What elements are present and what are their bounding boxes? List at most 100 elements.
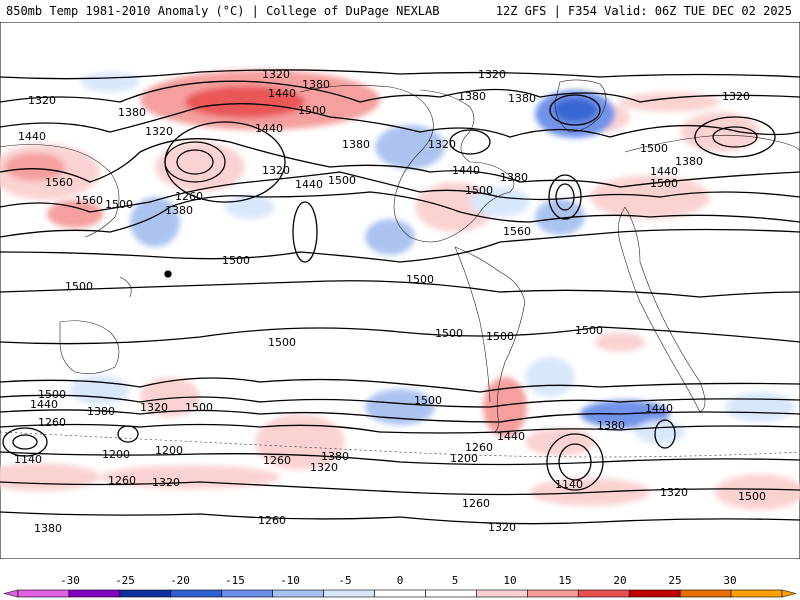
contour-label: 1440 xyxy=(497,430,525,443)
contour-label: 1500 xyxy=(65,280,93,293)
contour-label: 1320 xyxy=(152,476,180,489)
contour-label: 1320 xyxy=(488,521,516,534)
contour-label: 1320 xyxy=(428,138,456,151)
colorbar-swatch xyxy=(68,589,121,598)
contour-label: 1440 xyxy=(645,402,673,415)
colorbar-swatch xyxy=(170,589,223,598)
colorbar-swatch xyxy=(679,589,732,598)
contour-label: 1260 xyxy=(38,416,66,429)
colorbar-swatches xyxy=(3,589,797,598)
colorbar-swatch xyxy=(628,589,681,598)
colorbar-swatch xyxy=(272,589,324,598)
contour-label: 1200 xyxy=(155,444,183,457)
contour-label: 1500 xyxy=(435,327,463,340)
contour-label: 1500 xyxy=(414,394,442,407)
contour-label: 1500 xyxy=(738,490,766,503)
contour-label: 1380 xyxy=(165,204,193,217)
colorbar-swatch xyxy=(17,589,70,598)
colorbar-high-arrow xyxy=(781,589,797,598)
contour-labels: 1320 1380 1320 1440 1500 1380 1380 1320 … xyxy=(14,68,766,535)
contour-label: 1200 xyxy=(102,448,130,461)
colorbar-swatch xyxy=(730,589,783,598)
colorbar-tick-label: -30 xyxy=(60,574,80,587)
contour-label: 1320 xyxy=(262,164,290,177)
contour-label: 1140 xyxy=(14,453,42,466)
contour-label: 1500 xyxy=(185,401,213,414)
contour-label: 1320 xyxy=(140,401,168,414)
colorbar-tick-label: -20 xyxy=(170,574,190,587)
contour-label: 1380 xyxy=(675,155,703,168)
eurasia-outline xyxy=(624,135,800,153)
contour-label: 1260 xyxy=(263,454,291,467)
contour-label: 1200 xyxy=(450,452,478,465)
contour-label: 1320 xyxy=(28,94,56,107)
contour-label: 1500 xyxy=(105,198,133,211)
contour-label: 1500 xyxy=(465,184,493,197)
contour-label: 1260 xyxy=(175,190,203,203)
contour-label: 1440 xyxy=(268,87,296,100)
contour-label: 1500 xyxy=(328,174,356,187)
contour-label: 1260 xyxy=(465,441,493,454)
contour-label: 1440 xyxy=(18,130,46,143)
colorbar-swatch xyxy=(119,589,172,598)
colorbar-tick-label: 5 xyxy=(452,574,459,587)
colorbar-swatch xyxy=(374,589,426,598)
colorbar-tick-label: -15 xyxy=(225,574,245,587)
contour-label: 1140 xyxy=(555,478,583,491)
contour-label: 1500 xyxy=(640,142,668,155)
colorbar-tick-label: 0 xyxy=(397,574,404,587)
contour-label: 1260 xyxy=(258,514,286,527)
contour-label: 1560 xyxy=(503,225,531,238)
contour-label: 1380 xyxy=(458,90,486,103)
contour-label: 1500 xyxy=(222,254,250,267)
contour-label: 1320 xyxy=(310,461,338,474)
colorbar-tick-label: 30 xyxy=(723,574,736,587)
contour-label: 1440 xyxy=(255,122,283,135)
height-contours xyxy=(0,69,800,525)
contour-label: 1260 xyxy=(108,474,136,487)
contour-label: 1380 xyxy=(342,138,370,151)
contour-label: 1380 xyxy=(118,106,146,119)
colorbar-swatch xyxy=(577,589,630,598)
model-run-info: 12Z GFS | F354 Valid: 06Z TUE DEC 02 202… xyxy=(495,4,792,18)
colorbar: -30 -25 -20 -15 -10 -5 0 5 10 15 20 25 30 xyxy=(3,574,797,598)
contour-label: 1320 xyxy=(722,90,750,103)
anomaly-map: 1320 1380 1320 1440 1500 1380 1380 1320 … xyxy=(0,22,800,559)
colorbar-low-arrow xyxy=(3,589,19,598)
contour-label: 1500 xyxy=(268,336,296,349)
antarctic-coast xyxy=(0,431,800,458)
contour-label: 1500 xyxy=(575,324,603,337)
contour-label: 1500 xyxy=(650,177,678,190)
colorbar-swatch xyxy=(527,589,579,598)
colorbar-tick-label: -10 xyxy=(280,574,300,587)
contour-label: 1440 xyxy=(295,178,323,191)
contour-label: 1380 xyxy=(321,450,349,463)
contour-label: 1440 xyxy=(650,165,678,178)
south-america-outline xyxy=(454,246,526,433)
colorbar-tick-label: 15 xyxy=(558,574,571,587)
contour-label: 1320 xyxy=(478,68,506,81)
contour-label: 1500 xyxy=(298,104,326,117)
colorbar-swatch xyxy=(476,589,528,598)
contour-label: 1440 xyxy=(452,164,480,177)
colorbar-tick-label: 25 xyxy=(668,574,681,587)
contour-label: 1380 xyxy=(34,522,62,535)
colorbar-swatch xyxy=(425,589,477,598)
contour-label: 1500 xyxy=(38,388,66,401)
contour-label: 1320 xyxy=(145,125,173,138)
colorbar-tick-labels: -30 -25 -20 -15 -10 -5 0 5 10 15 20 25 30 xyxy=(60,574,737,587)
colorbar-tick-label: 10 xyxy=(503,574,516,587)
contour-label: 1560 xyxy=(45,176,73,189)
contour-label: 1380 xyxy=(508,92,536,105)
colorbar-swatch xyxy=(221,589,273,598)
contour-label: 1380 xyxy=(302,78,330,91)
contour-label: 1380 xyxy=(87,405,115,418)
north-america-outline xyxy=(299,85,515,243)
colorbar-tick-label: -5 xyxy=(338,574,351,587)
contour-label: 1500 xyxy=(406,273,434,286)
australia-outline xyxy=(59,320,120,374)
coastlines xyxy=(0,79,800,458)
contour-label: 1320 xyxy=(660,486,688,499)
colorbar-swatch xyxy=(323,589,375,598)
map-title: 850mb Temp 1981-2010 Anomaly (°C) | Coll… xyxy=(6,4,440,18)
